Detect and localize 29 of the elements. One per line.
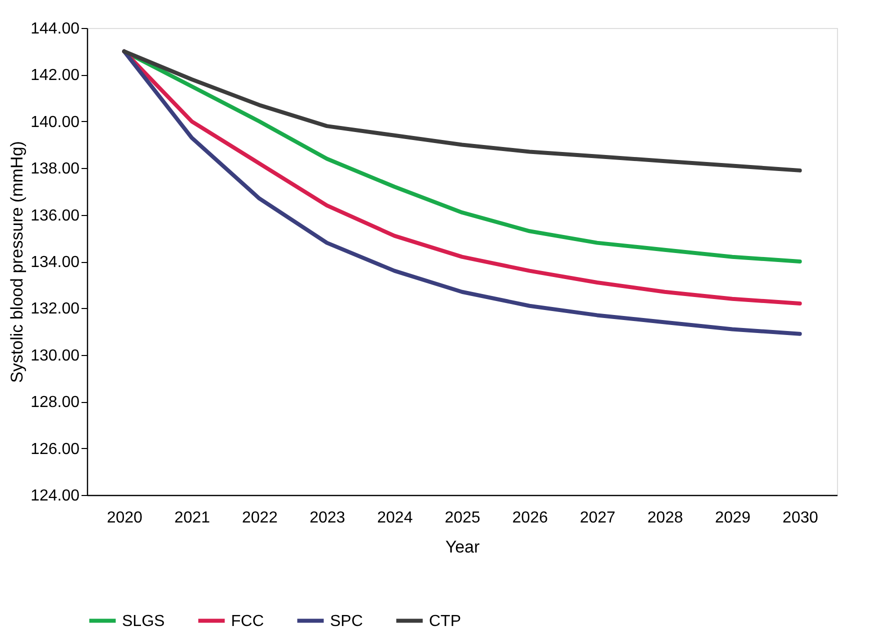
legend-label: FCC [231, 612, 264, 630]
x-tick-label: 2029 [714, 510, 751, 526]
y-tick-label: 124.00 [30, 488, 80, 504]
x-tick-label: 2026 [512, 510, 548, 526]
y-tick-label: 136.00 [30, 207, 80, 224]
x-tick-label: 2021 [174, 510, 210, 526]
y-tick-label: 142.00 [30, 67, 80, 84]
y-tick-label: 130.00 [30, 347, 80, 364]
x-tick-label: 2028 [647, 510, 684, 526]
y-tick-label: 140.00 [30, 114, 80, 131]
x-tick-label: 2023 [310, 510, 346, 526]
x-axis-title: Year [445, 538, 480, 556]
y-axis-title: Systolic blood pressure (mmHg) [8, 141, 27, 383]
y-tick-label: 128.00 [30, 394, 80, 412]
legend-label: SLGS [122, 612, 165, 630]
legend-label: SPC [330, 612, 363, 630]
y-tick-label: 138.00 [30, 160, 80, 178]
x-tick-label: 2020 [106, 510, 143, 526]
x-tick-label: 2024 [377, 510, 413, 526]
y-tick-label: 132.00 [30, 300, 80, 318]
x-tick-label: 2022 [242, 510, 278, 526]
x-tick-label: 2027 [580, 510, 616, 526]
legend-label: CTP [429, 612, 461, 630]
y-tick-label: 144.00 [30, 20, 80, 38]
y-tick-label: 134.00 [30, 254, 80, 271]
y-tick-label: 126.00 [30, 440, 80, 458]
line-series [122, 49, 802, 172]
x-tick-label: 2030 [782, 510, 818, 526]
x-tick-label: 2025 [444, 510, 480, 526]
